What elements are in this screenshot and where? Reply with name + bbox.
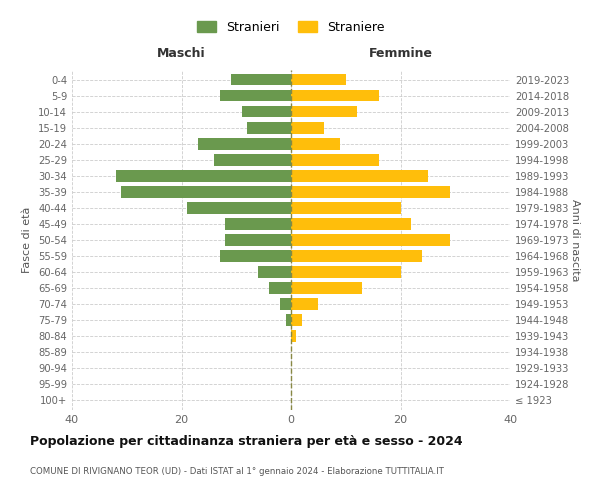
Bar <box>116 170 291 181</box>
Bar <box>291 298 319 310</box>
Bar <box>231 74 291 86</box>
Bar <box>291 330 296 342</box>
Bar <box>280 298 291 310</box>
Bar <box>220 250 291 262</box>
Bar <box>286 314 291 326</box>
Bar <box>291 314 302 326</box>
Bar <box>291 90 379 102</box>
Legend: Stranieri, Straniere: Stranieri, Straniere <box>193 16 389 38</box>
Bar <box>226 234 291 246</box>
Bar <box>121 186 291 198</box>
Bar <box>291 74 346 86</box>
Bar <box>187 202 291 213</box>
Bar <box>258 266 291 278</box>
Bar <box>291 122 324 134</box>
Bar <box>291 138 340 149</box>
Bar <box>269 282 291 294</box>
Bar <box>214 154 291 166</box>
Bar <box>291 282 362 294</box>
Bar <box>291 202 401 213</box>
Bar <box>291 154 379 166</box>
Text: Maschi: Maschi <box>157 47 206 60</box>
Y-axis label: Anni di nascita: Anni di nascita <box>571 198 580 281</box>
Bar <box>220 90 291 102</box>
Bar <box>291 266 401 278</box>
Bar <box>291 106 357 118</box>
Bar <box>247 122 291 134</box>
Bar <box>291 250 422 262</box>
Bar <box>242 106 291 118</box>
Bar <box>291 234 450 246</box>
Bar <box>291 170 428 181</box>
Text: COMUNE DI RIVIGNANO TEOR (UD) - Dati ISTAT al 1° gennaio 2024 - Elaborazione TUT: COMUNE DI RIVIGNANO TEOR (UD) - Dati IST… <box>30 468 444 476</box>
Bar <box>226 218 291 230</box>
Bar <box>198 138 291 149</box>
Text: Femmine: Femmine <box>368 47 433 60</box>
Bar <box>291 186 450 198</box>
Text: Popolazione per cittadinanza straniera per età e sesso - 2024: Popolazione per cittadinanza straniera p… <box>30 435 463 448</box>
Y-axis label: Fasce di età: Fasce di età <box>22 207 32 273</box>
Bar <box>291 218 412 230</box>
